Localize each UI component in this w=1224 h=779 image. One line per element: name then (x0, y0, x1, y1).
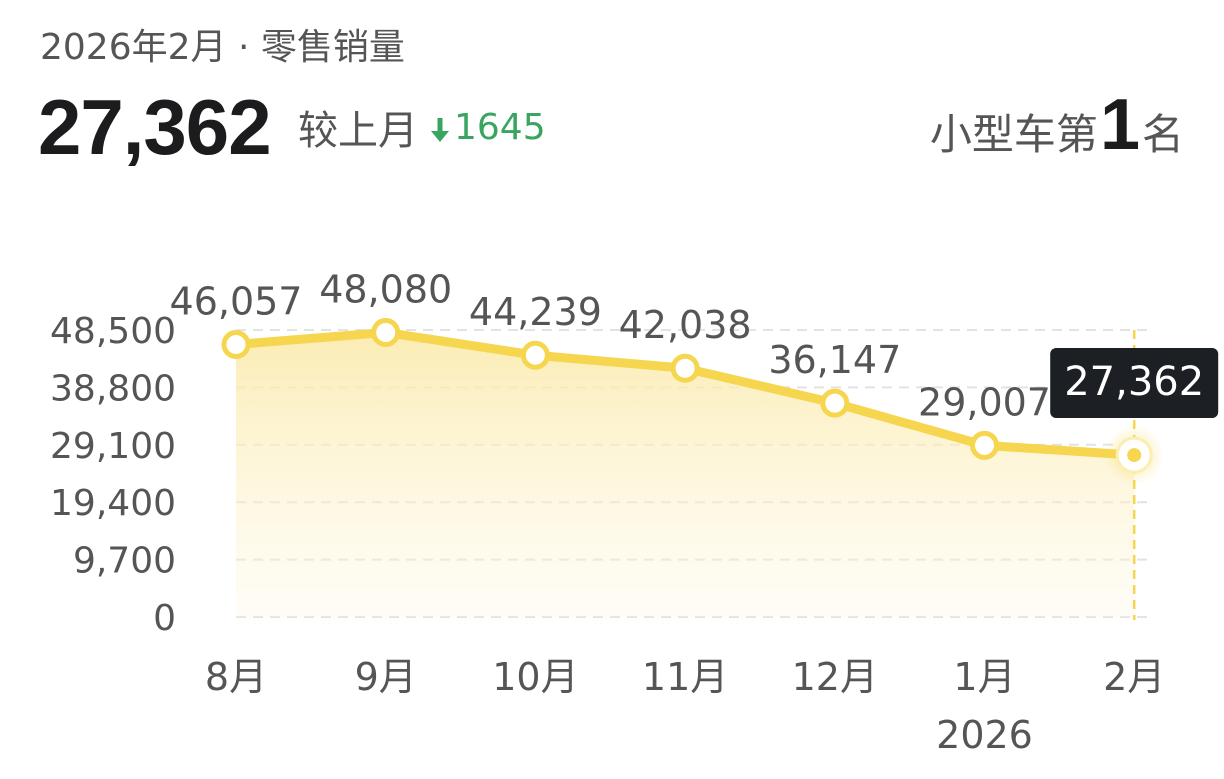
data-point-highlight-dot (1127, 448, 1142, 463)
compare-delta: 1645 (454, 106, 546, 148)
data-label: 44,239 (469, 290, 602, 334)
area-fill (236, 332, 1135, 617)
rank-text: 小型车第 1 名 (930, 84, 1184, 166)
y-tick-label: 0 (153, 598, 176, 639)
rank-suffix: 名 (1141, 110, 1184, 159)
x-tick-label: 1月 (953, 655, 1015, 699)
y-tick-label: 38,800 (50, 368, 176, 409)
data-point (371, 317, 401, 347)
y-tick-label: 48,500 (50, 311, 176, 352)
tooltip-label: 27,362 (1064, 359, 1204, 405)
x-tick-label: 10月 (492, 655, 578, 699)
data-point (670, 353, 700, 383)
x-tick-label: 8月 (205, 655, 267, 699)
rank-prefix: 小型车第 (929, 110, 1098, 159)
tooltip-box (1050, 348, 1219, 418)
compare-label: 较上月 (298, 108, 418, 154)
data-label: 29,007 (918, 380, 1051, 424)
tooltip: 27,362 (1050, 348, 1219, 418)
x-tick-label: 12月 (792, 655, 878, 699)
sales-value: 27,362 (38, 83, 272, 171)
x-tick-label: 9月 (355, 655, 417, 699)
data-label: 36,147 (768, 338, 901, 382)
month-compare: 较上月 1645 (298, 98, 546, 156)
x-tick-label: 2月 (1103, 655, 1165, 699)
x-tick-label: 11月 (642, 655, 728, 699)
arrow-down-icon (430, 110, 450, 144)
rank-number: 1 (1099, 85, 1140, 165)
data-point (520, 340, 550, 370)
data-label: 42,038 (619, 303, 752, 347)
y-tick-label: 29,100 (50, 426, 176, 467)
y-tick-label: 9,700 (73, 541, 176, 582)
data-label: 48,080 (319, 267, 452, 311)
x-year-label: 2026 (936, 713, 1033, 757)
page-subtitle: 2026年2月 · 零售销量 (40, 27, 405, 68)
data-label: 46,057 (170, 279, 303, 323)
data-point (221, 329, 251, 359)
y-tick-label: 19,400 (50, 483, 176, 524)
data-point (820, 388, 850, 418)
data-point (970, 430, 999, 460)
